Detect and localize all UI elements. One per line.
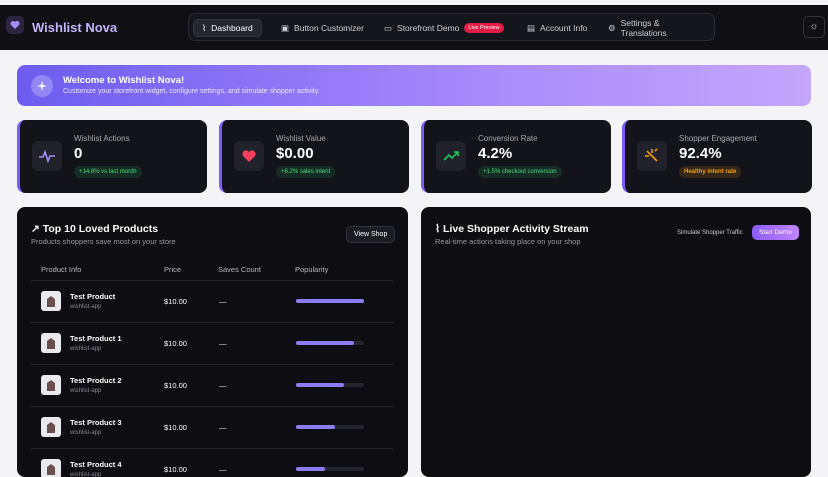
logo <box>6 16 24 34</box>
stat-icon <box>436 141 466 171</box>
product-thumbnail <box>41 459 61 477</box>
popularity-bar <box>296 383 345 387</box>
stat-icon <box>32 141 62 171</box>
activity-panel: ⌇ Live Shopper Activity Stream Real-time… <box>421 207 811 477</box>
saves-count: — <box>219 423 227 432</box>
panel-title-text: Top 10 Loved Products <box>42 223 159 235</box>
saves-count: — <box>219 465 227 474</box>
panel-subtitle: Products shoppers save most on your stor… <box>31 237 176 246</box>
welcome-title: Welcome to Wishlist Nova! <box>63 75 185 86</box>
saves-count: — <box>219 381 227 390</box>
theme-toggle[interactable]: ☼ <box>803 16 825 38</box>
popularity-bar <box>296 425 335 429</box>
nav-item[interactable]: ▤ Account Info <box>527 22 588 34</box>
stat-value: 92.4% <box>679 145 722 162</box>
view-shop-button[interactable]: View Shop <box>346 226 396 243</box>
table-row: Test Product 3 wishlist-app $10.00 — <box>31 406 393 448</box>
nav-label: Settings & Translations <box>620 18 667 38</box>
nav-bar: ⌇ Dashboard ▣ Button Customizer ▭ Storefron… <box>188 13 715 41</box>
panel-title-text: Live Shopper Activity Stream <box>443 223 589 235</box>
product-price: $10.00 <box>164 339 187 348</box>
product-vendor: wishlist-app <box>70 472 102 477</box>
product-name: Test Product 3 <box>70 418 122 427</box>
stat-value: 4.2% <box>478 145 513 162</box>
start-demo-button[interactable]: Start Demo <box>752 225 799 240</box>
product-price: $10.00 <box>164 465 187 474</box>
welcome-banner: Welcome to Wishlist Nova! Customize your… <box>17 65 811 106</box>
badge: Live Preview <box>464 23 504 33</box>
nav-label: Storefront Demo <box>397 23 460 33</box>
table-row: Test Product wishlist-app $10.00 — <box>31 280 393 322</box>
column-header: Saves Count <box>218 265 261 274</box>
stat-label: Wishlist Actions <box>74 134 130 143</box>
stat-change: +8.2% sales intent <box>276 166 336 178</box>
stat-change: +1.5% checkout conversion <box>478 166 562 178</box>
table-row: Test Product 2 wishlist-app $10.00 — <box>31 364 393 406</box>
product-name: Test Product <box>70 292 116 301</box>
nav-item[interactable]: ⚙ Settings & Translations <box>600 18 714 38</box>
product-vendor: wishlist-app <box>70 304 102 310</box>
panel-title: ↗ Top 10 Loved Products <box>31 223 159 235</box>
brand: Wishlist Nova <box>32 20 118 35</box>
simulate-label: Simulate Shopper Traffic <box>677 230 743 236</box>
stat-label: Wishlist Value <box>276 134 326 143</box>
product-vendor: wishlist-app <box>70 388 102 394</box>
product-price: $10.00 <box>164 297 187 306</box>
product-price: $10.00 <box>164 381 187 390</box>
nav-item[interactable]: ▣ Button Customizer <box>281 22 364 34</box>
top-products-panel: ↗ Top 10 Loved Products Products shopper… <box>17 207 408 477</box>
panel-subtitle: Real-time actions taking place on your s… <box>435 237 581 246</box>
popularity-track <box>296 341 364 345</box>
product-thumbnail <box>41 291 61 311</box>
welcome-subtitle: Customize your storefront widget, config… <box>63 88 320 95</box>
column-header: Price <box>164 265 182 274</box>
table-row: Test Product 4 wishlist-app $10.00 — <box>31 448 393 477</box>
table-row: Test Product 1 wishlist-app $10.00 — <box>31 322 393 364</box>
nav-label: Dashboard <box>211 23 253 33</box>
column-header: Product Info <box>41 265 82 274</box>
product-thumbnail <box>41 333 61 353</box>
product-name: Test Product 4 <box>70 460 122 469</box>
popularity-track <box>296 467 364 471</box>
popularity-track <box>296 299 364 303</box>
header: Wishlist Nova ⌇ Dashboard ▣ Button Customi… <box>0 5 828 50</box>
stat-change: Healthy intent rate <box>679 166 742 178</box>
product-name: Test Product 2 <box>70 376 122 385</box>
nav-label: Account Info <box>540 23 588 33</box>
stat-change: +14.8% vs last month <box>74 166 142 178</box>
product-price: $10.00 <box>164 423 187 432</box>
column-header: Popularity <box>295 265 329 274</box>
stat-card: Shopper Engagement 92.4% Healthy intent ra… <box>622 120 812 193</box>
stat-label: Shopper Engagement <box>679 134 757 143</box>
product-vendor: wishlist-app <box>70 346 102 352</box>
saves-count: — <box>219 339 227 348</box>
saves-count: — <box>219 297 227 306</box>
welcome-icon <box>31 75 53 97</box>
popularity-track <box>296 383 364 387</box>
product-name: Test Product 1 <box>70 334 122 343</box>
nav-item[interactable]: ⌇ Dashboard <box>193 19 262 37</box>
page: Wishlist Nova ⌇ Dashboard ▣ Button Customi… <box>0 5 828 477</box>
popularity-bar <box>296 467 326 471</box>
stat-card: Wishlist Value $0.00 +8.2% sales intent <box>219 120 409 193</box>
stat-card: Conversion Rate 4.2% +1.5% checkout conver… <box>421 120 611 193</box>
stat-value: $0.00 <box>276 145 314 162</box>
popularity-bar <box>296 299 364 303</box>
product-thumbnail <box>41 375 61 395</box>
popularity-track <box>296 425 364 429</box>
nav-item[interactable]: ▭ Storefront Demo Live Preview <box>376 19 512 37</box>
stat-icon <box>234 141 264 171</box>
stat-label: Conversion Rate <box>478 134 538 143</box>
nav-label: Button Customizer <box>294 23 364 33</box>
panel-title: ⌇ Live Shopper Activity Stream <box>435 223 589 235</box>
popularity-bar <box>296 341 355 345</box>
product-thumbnail <box>41 417 61 437</box>
stat-value: 0 <box>74 145 83 162</box>
stat-card: Wishlist Actions 0 +14.8% vs last month <box>17 120 207 193</box>
stat-icon <box>637 141 667 171</box>
product-vendor: wishlist-app <box>70 430 102 436</box>
